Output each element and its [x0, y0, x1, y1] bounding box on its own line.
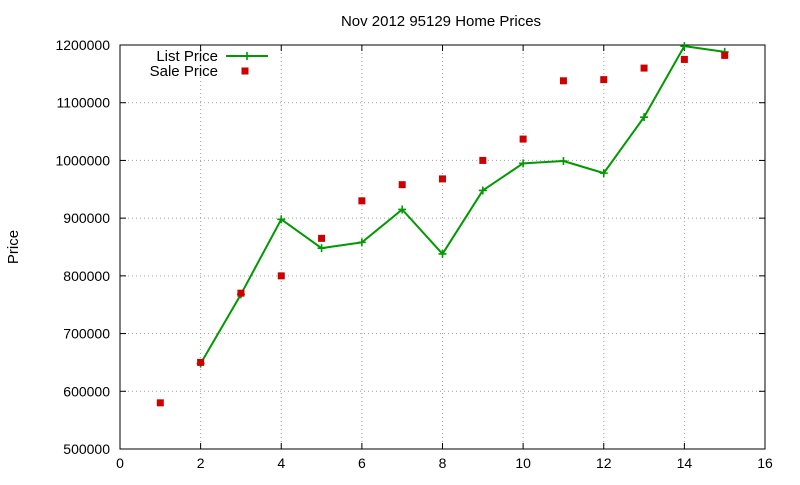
- y-tick-label: 700000: [63, 326, 110, 342]
- list-price-point: [357, 238, 366, 247]
- list-price-point: [398, 205, 407, 214]
- sale-price-point: [559, 77, 567, 85]
- x-tick-label: 10: [515, 455, 531, 471]
- sale-price-point: [358, 197, 366, 205]
- grid: [120, 45, 765, 449]
- sale-price-point: [318, 234, 326, 242]
- x-tick-label: 14: [677, 455, 693, 471]
- legend-swatch-sale-price: [241, 67, 249, 75]
- x-tick-label: 0: [116, 455, 124, 471]
- sale-price-point: [156, 399, 164, 407]
- list-price-point: [317, 244, 326, 253]
- sale-price-point: [197, 358, 205, 366]
- list-price-point: [599, 169, 608, 178]
- sale-price-point: [721, 51, 729, 59]
- axis-ticks: [119, 44, 766, 450]
- y-axis-tick-labels: 500000 600000 700000 800000 900000 1000000 110…: [55, 37, 110, 457]
- list-price-point: [680, 42, 689, 51]
- list-price-point: [478, 186, 487, 195]
- sale-price-point: [519, 135, 527, 143]
- x-tick-label: 12: [596, 455, 612, 471]
- x-axis-tick-labels: 0 2 4 6 8 10 12 14 16: [116, 455, 773, 471]
- legend-label-list-price: List Price: [156, 48, 218, 65]
- legend-label-sale-price: Sale Price: [150, 63, 218, 80]
- y-tick-label: 600000: [63, 383, 110, 399]
- x-tick-label: 2: [197, 455, 205, 471]
- chart-title: Nov 2012 95129 Home Prices: [341, 13, 541, 30]
- list-price-point: [640, 113, 649, 122]
- legend-swatch-list-price-marker: [243, 52, 251, 60]
- y-tick-label: 800000: [63, 268, 110, 284]
- x-tick-label: 6: [358, 455, 366, 471]
- sale-price-point: [398, 181, 406, 189]
- y-tick-label: 900000: [63, 210, 110, 226]
- sale-price-point: [479, 156, 487, 164]
- sale-price-point: [640, 64, 648, 72]
- legend: List Price Sale Price: [150, 48, 268, 80]
- list-price-point: [438, 249, 447, 258]
- x-tick-label: 8: [439, 455, 447, 471]
- series-layer: [156, 42, 729, 407]
- sale-price-point: [439, 175, 446, 183]
- sale-price-point: [600, 76, 608, 84]
- x-tick-label: 16: [757, 455, 773, 471]
- y-tick-label: 1000000: [55, 152, 110, 168]
- list-price-point: [277, 215, 286, 224]
- sale-price-point: [237, 289, 245, 297]
- y-axis-label: Price: [5, 230, 22, 264]
- y-tick-label: 1200000: [55, 37, 110, 53]
- x-tick-label: 4: [277, 455, 285, 471]
- sale-price-point: [680, 55, 688, 63]
- list-price-point: [559, 157, 568, 166]
- y-tick-label: 1100000: [57, 95, 111, 111]
- y-tick-label: 500000: [63, 441, 110, 457]
- list-price-point: [519, 159, 528, 168]
- series-list-price-line: [199, 45, 725, 365]
- sale-price-point: [277, 272, 285, 280]
